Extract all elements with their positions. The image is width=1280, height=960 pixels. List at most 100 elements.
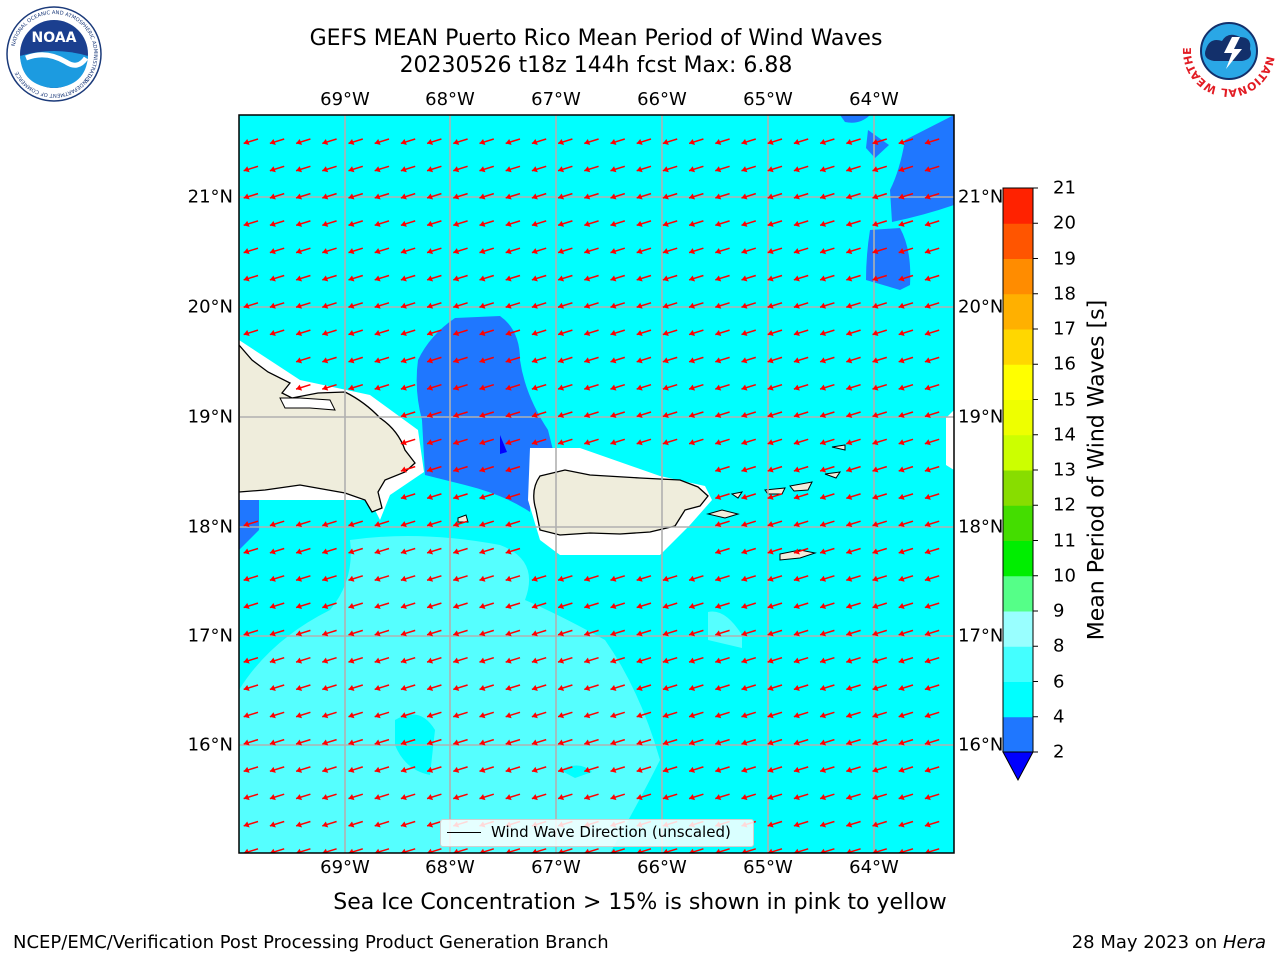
wind-arrow	[846, 493, 861, 500]
wind-arrow	[479, 575, 495, 582]
wind-arrow	[767, 520, 783, 528]
wind-arrow	[453, 684, 468, 691]
wind-arrow	[872, 383, 888, 391]
colorbar-segment	[1003, 646, 1033, 682]
wind-arrow	[479, 602, 495, 610]
wind-arrow	[793, 793, 809, 801]
wind-arrow	[295, 820, 311, 828]
wind-arrow	[348, 629, 364, 637]
wind-arrow	[269, 575, 285, 582]
wind-arrow	[662, 602, 678, 610]
wind-arrow	[374, 656, 390, 664]
wind-arrow	[846, 165, 861, 173]
land-vieques	[706, 509, 740, 519]
wind-arrow	[243, 220, 259, 227]
wind-arrow	[269, 165, 285, 173]
wind-arrow	[453, 165, 468, 173]
wind-arrow	[322, 383, 337, 391]
wind-arrow	[898, 793, 914, 801]
wind-arrow	[662, 629, 678, 637]
wind-arrow	[426, 575, 442, 582]
colorbar-segment	[1003, 540, 1033, 577]
wind-arrow	[819, 192, 835, 200]
wind-arrow	[348, 820, 364, 828]
wind-arrow	[531, 165, 547, 173]
wind-arrow	[819, 438, 835, 446]
wind-arrow	[322, 684, 337, 691]
colorbar-tick-label: 9	[1053, 600, 1065, 622]
wind-arrow	[348, 274, 364, 282]
wind-arrow	[898, 547, 914, 555]
wind-arrow	[767, 738, 783, 746]
lon-label-bottom-66w: 66°W	[637, 857, 687, 878]
wind-arrow	[400, 711, 416, 719]
wind-arrow	[662, 738, 678, 746]
wind-arrow	[426, 820, 442, 828]
wind-arrow	[872, 438, 888, 446]
wind-arrow	[426, 656, 442, 664]
wind-arrow	[505, 465, 521, 473]
wind-arrow	[348, 711, 364, 719]
wind-arrow	[531, 220, 547, 227]
wind-arrow	[557, 656, 573, 664]
wind-arrow	[269, 602, 285, 610]
noaa-logo: NOAA NATIONAL OCEANIC AND ATMOSPHERIC AD…	[6, 6, 102, 102]
wind-arrow	[872, 165, 888, 173]
wind-arrow	[636, 192, 652, 200]
wind-arrow	[898, 192, 914, 200]
wind-arrow	[741, 220, 757, 227]
wind-arrow	[767, 247, 783, 255]
wind-arrow	[479, 274, 495, 282]
wind-arrow	[741, 465, 757, 473]
wind-arrow	[322, 192, 337, 200]
wind-arrow	[872, 793, 888, 801]
wind-arrow	[688, 302, 704, 309]
wind-arrow	[348, 575, 364, 582]
colorbar-segment	[1003, 575, 1033, 612]
wind-arrow	[898, 684, 914, 691]
wind-arrow	[400, 820, 416, 828]
wind-arrow	[479, 738, 495, 746]
wind-arrow	[348, 138, 364, 145]
wind-arrow	[636, 329, 652, 337]
wind-arrow	[793, 329, 809, 337]
wind-arrow	[531, 711, 547, 719]
wind-arrow	[295, 165, 311, 173]
wind-arrow	[793, 738, 809, 746]
wind-arrow	[662, 411, 678, 418]
wind-arrow	[479, 465, 495, 473]
wind-arrow	[479, 547, 495, 555]
wind-arrow	[269, 738, 285, 746]
wind-arrow	[819, 138, 835, 145]
wind-arrow	[531, 629, 547, 637]
colorbar-tick-label: 12	[1053, 494, 1076, 516]
wind-arrow	[374, 602, 390, 610]
wind-arrow	[610, 684, 626, 691]
wind-arrow	[400, 465, 416, 473]
wind-arrow	[793, 383, 809, 391]
wind-arrow	[531, 383, 547, 391]
wind-arrow	[453, 493, 468, 500]
wind-arrow	[846, 465, 861, 473]
wind-arrow	[531, 602, 547, 610]
wind-arrow	[688, 247, 704, 255]
wind-arrow	[453, 274, 468, 282]
wind-arrow	[872, 766, 888, 773]
wind-arrow	[557, 629, 573, 637]
wind-arrow	[767, 192, 783, 200]
wind-arrow	[269, 247, 285, 255]
wind-arrow	[531, 356, 547, 364]
wind-arrow	[584, 575, 599, 582]
lon-label-top-64w: 64°W	[849, 89, 899, 110]
wind-arrow	[453, 547, 468, 555]
wind-arrow	[872, 220, 888, 227]
wind-arrow	[846, 192, 861, 200]
wind-arrow	[610, 711, 626, 719]
wind-arrow	[584, 302, 599, 309]
wind-arrow	[426, 247, 442, 255]
wind-arrow	[767, 465, 783, 473]
wind-arrow	[793, 138, 809, 145]
wind-arrow	[767, 165, 783, 173]
wind-arrow	[846, 793, 861, 801]
land-culebra	[730, 491, 744, 499]
